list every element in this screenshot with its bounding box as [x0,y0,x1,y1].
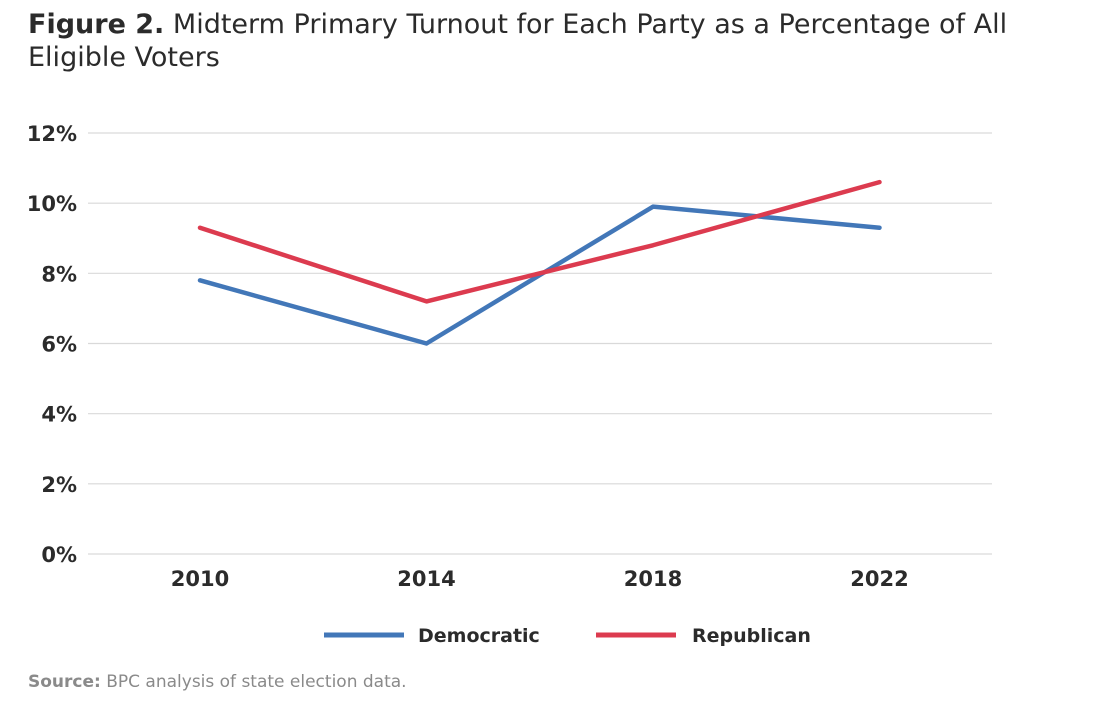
source-note: Source: BPC analysis of state election d… [28,672,407,692]
y-axis-ticks: 0% 2% 4% 6% 8% 10% 12% [27,122,77,567]
series-lines [197,179,882,346]
y-tick-label: 8% [41,262,77,286]
legend: Democratic Republican [324,625,811,647]
y-tick-label: 0% [41,543,77,567]
y-tick-label: 6% [41,333,77,357]
x-tick-label: 2022 [850,567,908,591]
y-tick-label: 10% [27,192,77,216]
grid-lines [88,132,992,555]
source-label: Source: [28,672,101,692]
x-tick-label: 2018 [624,567,682,591]
source-text: BPC analysis of state election data. [100,672,407,692]
x-tick-label: 2014 [397,567,455,591]
x-tick-label: 2010 [171,567,229,591]
legend-label-democratic: Democratic [418,625,540,647]
title-text: Midterm Primary Turnout for Each Party a… [28,9,1008,73]
y-tick-label: 4% [41,403,77,427]
republican-series-line [197,179,882,304]
y-tick-label: 2% [41,473,77,497]
x-axis-ticks: 2010 2014 2018 2022 [171,567,909,591]
chart-title: Figure 2. Midterm Primary Turnout for Ea… [28,8,1088,74]
y-tick-label: 12% [27,122,77,146]
figure-label: Figure 2. [28,9,165,40]
legend-label-republican: Republican [692,625,811,647]
